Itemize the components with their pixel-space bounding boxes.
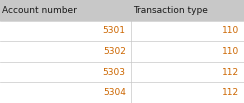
- Text: Account number: Account number: [2, 6, 77, 15]
- Bar: [0, 62, 244, 82]
- Text: 5304: 5304: [103, 88, 126, 97]
- Text: 110: 110: [222, 26, 239, 35]
- Text: Transaction type: Transaction type: [133, 6, 208, 15]
- Text: 112: 112: [222, 68, 239, 77]
- Text: 5303: 5303: [103, 68, 126, 77]
- Text: 110: 110: [222, 47, 239, 56]
- Bar: [0, 0, 244, 21]
- Text: 5302: 5302: [103, 47, 126, 56]
- Bar: [0, 82, 244, 103]
- Bar: [0, 41, 244, 62]
- Text: 112: 112: [222, 88, 239, 97]
- Text: 5301: 5301: [103, 26, 126, 35]
- Bar: [0, 21, 244, 41]
